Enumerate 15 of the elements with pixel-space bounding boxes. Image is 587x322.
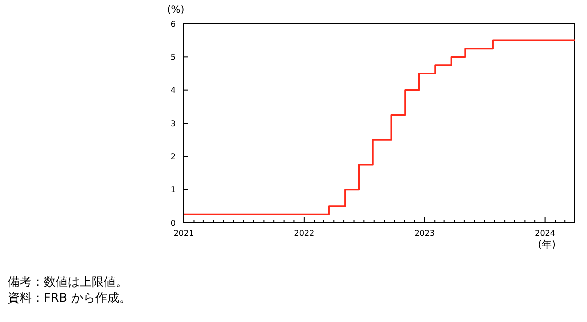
y-tick-label: 3 — [170, 119, 176, 128]
x-tick-label: 2022 — [294, 229, 315, 238]
x-tick-label: 2021 — [174, 229, 194, 238]
y-tick-label: 0 — [170, 218, 176, 228]
y-tick-label: 6 — [170, 20, 176, 29]
text: 資料：FRB から作成。 — [8, 291, 132, 305]
y-tick-label: 5 — [170, 52, 176, 62]
text: 備考：数値は上限値。 — [8, 275, 128, 289]
y-tick-label: 4 — [170, 86, 176, 96]
y-tick-label: 1 — [170, 186, 176, 195]
x-tick-label: 2024 — [535, 229, 556, 238]
x-tick-label: 2023 — [414, 229, 436, 238]
x-axis-title: (年) — [538, 239, 556, 251]
y-tick-label: 2 — [170, 152, 176, 162]
y-axis-title: (%) — [167, 5, 185, 16]
